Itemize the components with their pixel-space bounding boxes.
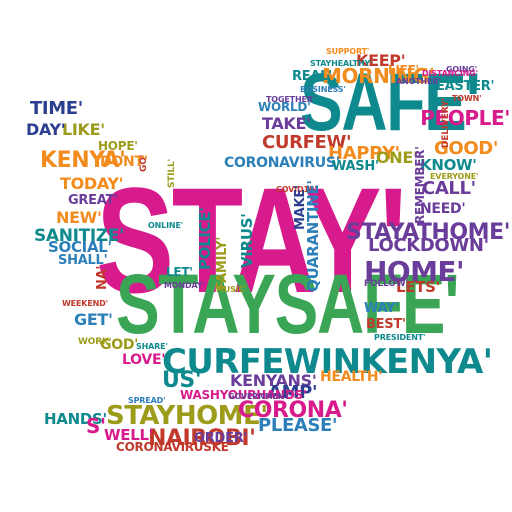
cloud-word: DONT': [100, 154, 148, 170]
cloud-word: TAKE': [262, 114, 311, 133]
cloud-word: MONDAY': [164, 281, 205, 290]
cloud-word: CALL': [422, 178, 476, 199]
cloud-word: TOWN': [452, 94, 482, 103]
cloud-word: TOGETHER': [266, 95, 316, 104]
cloud-word: NA': [95, 265, 110, 290]
cloud-word: GOVERNMENT': [228, 392, 292, 401]
cloud-word: HEALTH': [320, 369, 383, 385]
cloud-word: TIME': [30, 98, 83, 119]
cloud-word: WORK': [78, 337, 112, 347]
cloud-word: WASHYOURHANDS': [180, 388, 307, 402]
cloud-word: NAIROBI': [148, 426, 256, 451]
cloud-word: POLICE': [196, 207, 214, 270]
cloud-word: NEED': [420, 201, 466, 217]
cloud-word: DISTANCING': [422, 69, 478, 78]
cloud-word: EVERYONE': [430, 172, 479, 181]
cloud-word: LIKE': [62, 120, 105, 139]
cloud-word: WEEKEND': [62, 299, 108, 308]
cloud-word: STAYHOME': [106, 401, 268, 431]
cloud-word: STAY': [96, 156, 407, 324]
cloud-word: SUPPORT': [326, 47, 370, 56]
cloud-word: LIFE': [388, 63, 419, 77]
cloud-word: EASTER': [436, 79, 495, 94]
cloud-word: GOD': [100, 337, 139, 353]
cloud-word: STAYHEALTHY': [310, 59, 373, 68]
cloud-word: PLEASE': [258, 415, 338, 436]
cloud-word: DELIVERY': [441, 98, 451, 148]
cloud-word: HANDS': [44, 410, 107, 428]
cloud-word: ORDER': [194, 431, 248, 446]
cloud-word: STILL': [167, 158, 177, 188]
cloud-word: STAYSAFE': [116, 257, 460, 351]
cloud-word: COVID19': [276, 185, 317, 194]
cloud-word: KNOW': [420, 156, 477, 174]
cloud-word: ANOTHER': [396, 77, 441, 86]
cloud-word: CURFEWINKENYA': [162, 342, 493, 382]
cloud-word: MUSIC': [216, 285, 247, 294]
cloud-word: REMEMBER': [413, 146, 427, 224]
cloud-word: SOCIAL': [48, 238, 112, 256]
cloud-word: CORONAVIRUS': [224, 155, 340, 171]
cloud-word: FAMILY': [215, 236, 230, 290]
cloud-word: HOPE': [98, 139, 138, 153]
cloud-word: PEOPLE': [420, 106, 510, 130]
cloud-word: LOCKDOWN': [368, 235, 489, 256]
cloud-word: LET': [166, 265, 193, 279]
cloud-word: ONLINE': [148, 221, 184, 230]
cloud-word: FOLLOW': [364, 279, 409, 289]
cloud-word: GREAT': [68, 193, 118, 208]
cloud-word: BEST': [366, 317, 406, 332]
cloud-word: ONE': [376, 148, 418, 167]
cloud-word: WELL': [104, 426, 154, 444]
cloud-word: GET': [74, 310, 113, 329]
cloud-word: MAKE': [293, 185, 308, 230]
cloud-word: QUARANTINE': [304, 180, 322, 292]
cloud-word: SPREAD': [128, 396, 166, 405]
cloud-word: NEW': [56, 208, 102, 227]
cloud-word: HAPPY': [328, 143, 400, 164]
cloud-word: VIRUS': [238, 213, 256, 268]
cloud-word: GO': [139, 154, 149, 172]
cloud-word: TODAY': [60, 174, 124, 193]
cloud-word: KEEP': [356, 51, 406, 70]
cloud-word: SANITIZE': [34, 226, 124, 246]
cloud-word: DAY': [26, 120, 66, 139]
cloud-word: US': [162, 368, 202, 393]
cloud-word: STAYATHOME': [345, 220, 511, 245]
cloud-word: MORNING': [322, 64, 435, 88]
cloud-word: WASH': [332, 159, 379, 174]
cloud-word: BUSINESS': [300, 85, 346, 94]
cloud-word: KENYANS': [230, 371, 317, 390]
cloud-word: KENYA': [40, 148, 126, 173]
cloud-word: SHARE': [136, 342, 168, 351]
cloud-word: LOVE': [122, 352, 166, 368]
cloud-word: GOOD': [434, 138, 499, 159]
cloud-word: AMP': [268, 382, 318, 403]
cloud-word: SAFE': [300, 57, 481, 148]
cloud-word: LETS': [396, 278, 440, 296]
cloud-word: WAY': [364, 301, 399, 316]
cloud-word: SHALL': [58, 253, 108, 268]
cloud-word: CORONA': [238, 398, 348, 423]
cloud-word: WORLD': [258, 100, 311, 114]
cloud-word: CURFEW': [262, 132, 352, 153]
cloud-word: GOING': [446, 65, 478, 74]
cloud-word: HOME': [364, 255, 465, 288]
cloud-word: S': [86, 414, 106, 438]
cloud-word: REAL': [292, 69, 332, 84]
cloud-word: CORONAVIRUSKE': [116, 440, 233, 454]
cloud-word: PRESIDENT': [374, 333, 426, 342]
